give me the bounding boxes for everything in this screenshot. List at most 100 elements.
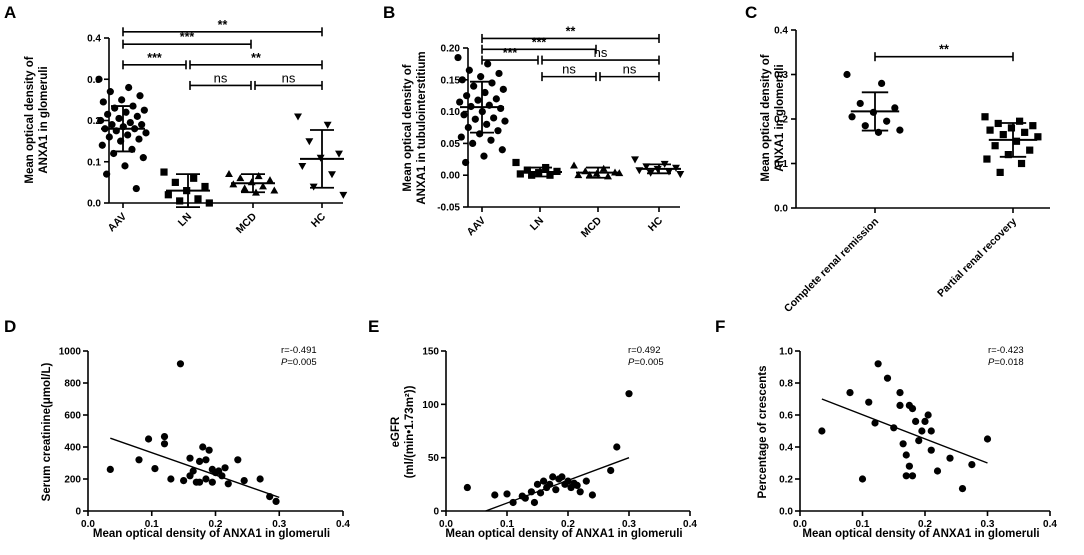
- y-tick-label: 0.4: [87, 34, 101, 45]
- data-point: [1034, 133, 1042, 141]
- series-aav: [95, 75, 150, 193]
- data-point: [523, 166, 531, 174]
- y-tick-label: 100: [422, 400, 439, 411]
- data-point: [140, 106, 148, 114]
- data-point: [968, 461, 976, 469]
- regression-line: [110, 437, 280, 499]
- data-point: [908, 405, 917, 413]
- data-point: [927, 427, 935, 435]
- data-point: [582, 477, 590, 485]
- panel-label: C: [745, 3, 757, 22]
- x-tick-label: 0.3: [981, 519, 995, 530]
- data-point: [305, 138, 314, 146]
- data-point: [323, 121, 332, 129]
- significance-label: **: [218, 18, 228, 32]
- data-point: [294, 113, 302, 121]
- data-point: [546, 171, 554, 179]
- x-tick-label: 0.1: [145, 519, 159, 530]
- y-axis-label: ANXA1 in glomeruli: [38, 66, 50, 173]
- p-symbol: P: [281, 357, 288, 368]
- x-tick-label: MCD: [234, 210, 260, 236]
- data-point: [225, 169, 233, 178]
- x-tick-label: 0.0: [81, 519, 95, 530]
- data-point: [497, 104, 505, 113]
- data-point: [256, 475, 264, 483]
- data-point: [132, 184, 140, 193]
- significance-label: **: [251, 51, 261, 65]
- x-tick-label: 0.4: [336, 519, 350, 530]
- y-axis-label: Serum creatinine(μmol/L): [41, 362, 53, 501]
- regression-line: [821, 398, 988, 464]
- data-point: [490, 114, 498, 122]
- data-point: [1021, 128, 1029, 136]
- x-tick-label: 0.1: [856, 519, 870, 530]
- data-point: [160, 168, 168, 176]
- data-point: [195, 478, 204, 486]
- significance-bracket: **: [481, 24, 660, 43]
- data-point: [552, 486, 560, 494]
- x-tick-label: HC: [309, 210, 329, 230]
- y-tick-label: 150: [422, 347, 439, 358]
- x-tick-label: 0.1: [500, 519, 514, 530]
- x-tick-label: 0.3: [272, 519, 286, 530]
- data-point: [1016, 117, 1024, 125]
- y-axis-label: eGFR: [390, 416, 402, 447]
- x-tick-label: 0.4: [1043, 519, 1057, 530]
- data-points: [106, 360, 280, 505]
- significance-bracket: **: [189, 51, 323, 70]
- correlation-p: P=0.005: [281, 357, 317, 368]
- p-value: =0.005: [634, 357, 663, 368]
- data-point: [464, 123, 472, 132]
- data-point: [135, 456, 143, 464]
- data-point: [236, 174, 245, 182]
- data-point: [460, 111, 468, 119]
- panel-f: F Percentage of crescents 0.0 0.2 0.4 0.6 0.8 1…: [715, 317, 1057, 540]
- data-point: [818, 427, 826, 435]
- data-point: [171, 178, 179, 186]
- data-point: [463, 92, 471, 100]
- significance-label: ns: [594, 45, 608, 60]
- p-value: =0.018: [994, 357, 1023, 368]
- significance-label: **: [939, 43, 949, 57]
- x-tick-label: Partial renal recovery: [935, 216, 1019, 300]
- series-aav: [454, 53, 509, 167]
- data-point: [883, 117, 891, 125]
- data-point: [494, 127, 502, 135]
- data-point: [576, 488, 584, 496]
- data-point: [189, 467, 197, 475]
- data-point: [194, 195, 202, 203]
- data-point: [144, 435, 153, 443]
- y-tick-label: 0.3: [87, 75, 101, 86]
- data-point: [512, 158, 520, 167]
- data-point: [160, 433, 169, 441]
- data-point: [549, 473, 557, 481]
- y-tick-label: 0.3: [774, 70, 788, 81]
- data-point: [240, 184, 249, 192]
- data-point: [912, 417, 920, 425]
- y-tick-label: 0.0: [774, 204, 788, 215]
- data-point: [195, 457, 204, 465]
- x-tick-label: 0.0: [439, 519, 453, 530]
- data-point: [160, 440, 169, 448]
- x-tick-label: 0.2: [209, 519, 223, 530]
- series-hc: [631, 156, 685, 179]
- significance-bracket: ns: [541, 62, 597, 82]
- data-point: [607, 466, 615, 475]
- y-tick-label: 0.6: [779, 411, 793, 422]
- data-point: [180, 477, 188, 485]
- y-tick-label: 0.05: [441, 139, 461, 150]
- data-point: [501, 117, 509, 125]
- data-point: [108, 121, 116, 129]
- data-point: [115, 114, 123, 123]
- x-tick-label: 0.4: [683, 519, 697, 530]
- data-point: [905, 462, 913, 470]
- data-point: [908, 472, 917, 480]
- data-point: [95, 75, 103, 83]
- y-axis: [791, 29, 797, 209]
- data-point: [891, 104, 899, 112]
- data-point: [491, 491, 499, 499]
- axes: [795, 350, 1051, 516]
- regression-line: [485, 457, 630, 512]
- data-point: [848, 113, 856, 121]
